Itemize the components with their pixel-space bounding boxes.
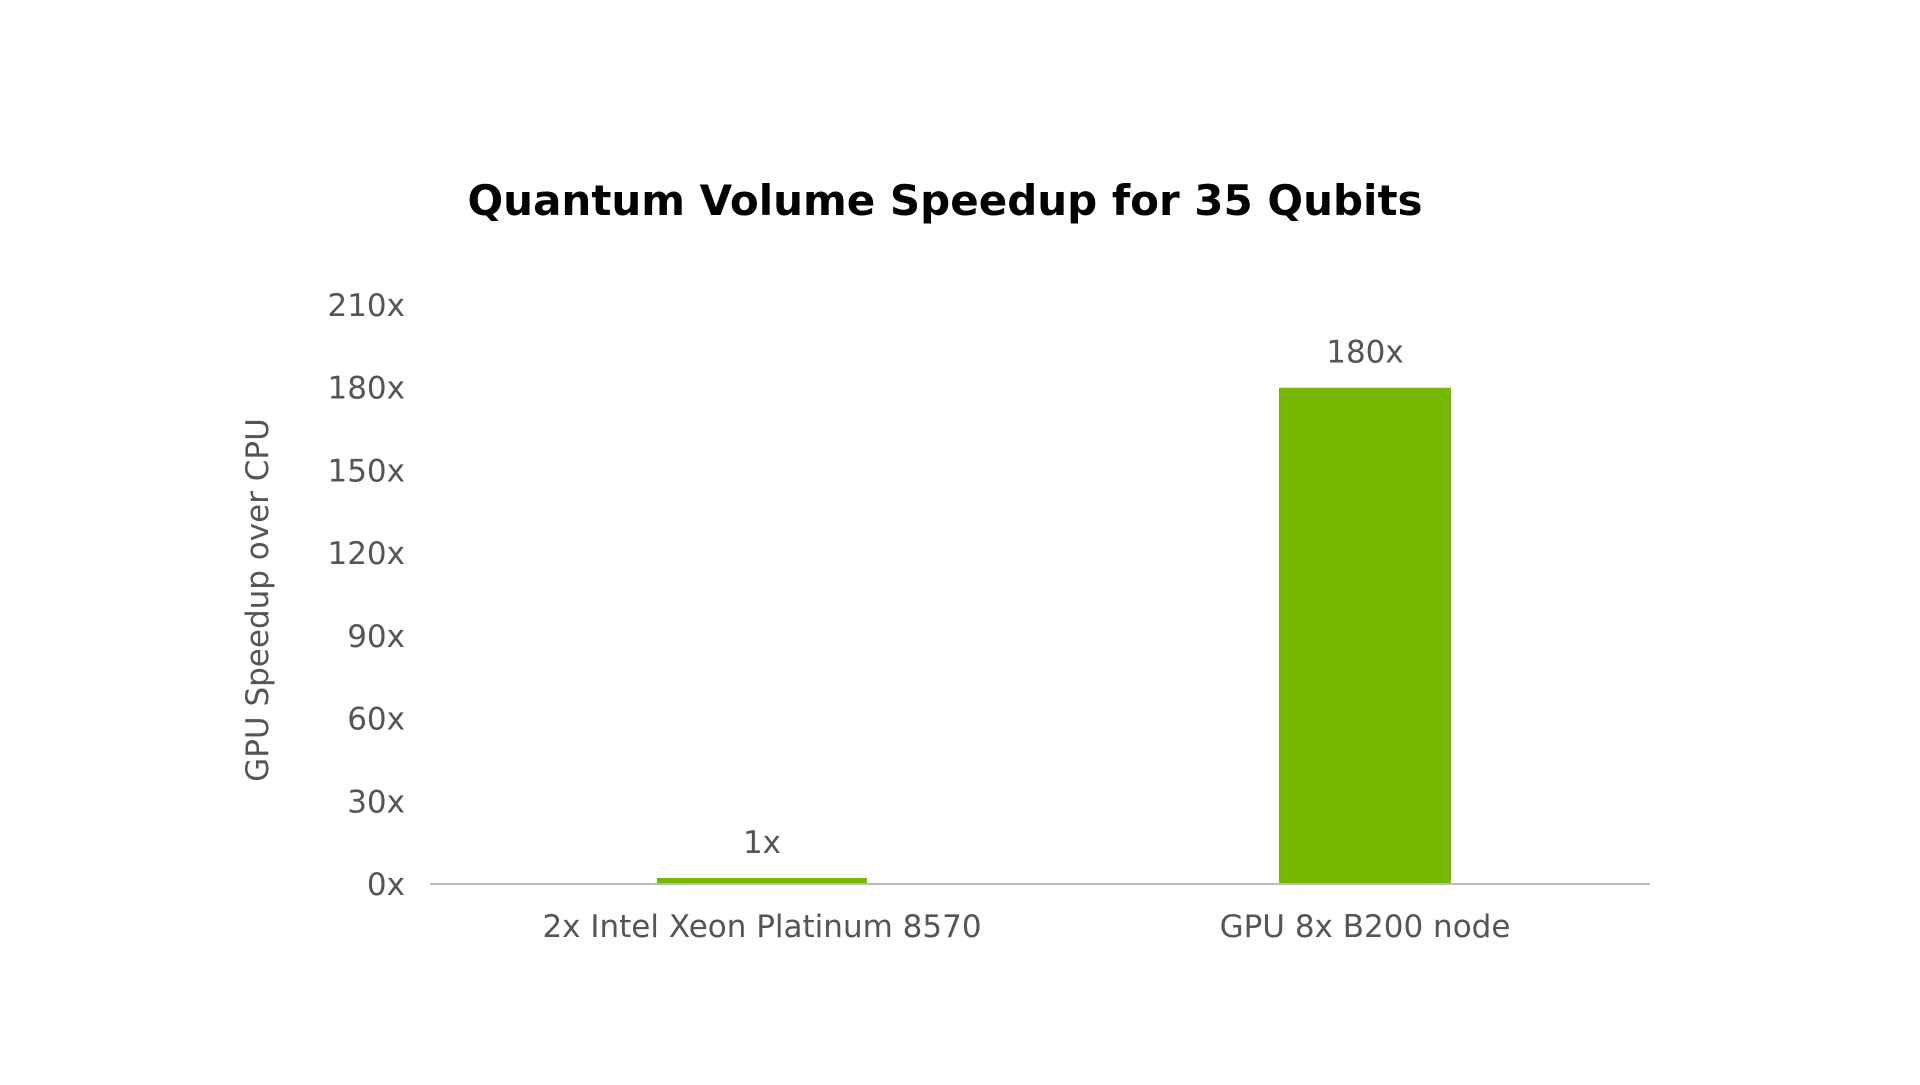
bar-value-label: 180x (1326, 335, 1404, 371)
x-axis-labels: 2x Intel Xeon Platinum 8570 GPU 8x B200 n… (542, 909, 1510, 945)
y-tick-label: 30x (347, 784, 405, 820)
y-axis-ticks: 0x 30x 60x 90x 120x 150x 180x 210x (327, 288, 405, 903)
bar-value-label: 1x (743, 825, 781, 861)
y-tick-label: 120x (327, 536, 405, 572)
y-tick-label: 180x (327, 371, 405, 407)
y-tick-label: 90x (347, 619, 405, 655)
bar-series (657, 387, 1451, 884)
y-tick-label: 210x (327, 288, 405, 324)
y-tick-label: 0x (367, 867, 405, 903)
chart-title: Quantum Volume Speedup for 35 Qubits (467, 176, 1422, 225)
y-tick-label: 60x (347, 702, 405, 738)
x-category-label: 2x Intel Xeon Platinum 8570 (542, 909, 981, 945)
data-labels: 1x 180x (743, 335, 1404, 861)
bar (1279, 387, 1451, 884)
y-axis-title: GPU Speedup over CPU (240, 418, 276, 782)
y-tick-label: 150x (327, 453, 405, 489)
x-category-label: GPU 8x B200 node (1220, 909, 1511, 945)
bar (657, 878, 867, 884)
